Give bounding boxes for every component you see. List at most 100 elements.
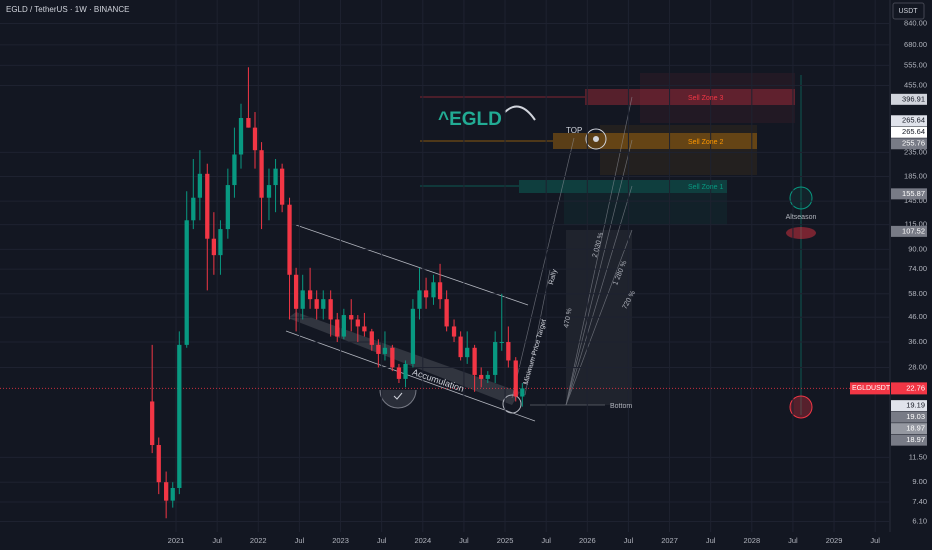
candle-body xyxy=(493,342,498,375)
sell-zone xyxy=(585,89,795,105)
candle-body xyxy=(335,319,340,337)
candle-body xyxy=(355,319,360,327)
zone-bg xyxy=(600,125,757,175)
candle-body xyxy=(252,127,258,151)
price-label-box xyxy=(891,434,927,446)
x-tick-label: 2024 xyxy=(414,536,431,545)
candle-body xyxy=(211,238,217,256)
fan xyxy=(511,96,633,406)
price-label-box xyxy=(891,93,927,105)
y-tick-label: 11.50 xyxy=(909,452,927,461)
candle-body xyxy=(369,331,374,345)
candle-body xyxy=(520,388,525,397)
price-label-box xyxy=(891,126,927,138)
sell-zone xyxy=(519,180,727,193)
y-tick-label: 28.00 xyxy=(908,362,927,371)
candle-body xyxy=(300,290,305,309)
zone-label: Sell Zone 2 xyxy=(688,139,724,146)
chart-title: EGLD / TetherUS · 1W · BINANCE xyxy=(6,5,129,14)
y-tick-label: 90.00 xyxy=(908,244,927,253)
x-tick-label: 2026 xyxy=(579,536,596,545)
candle-body xyxy=(246,117,251,128)
candle-body xyxy=(349,315,354,320)
candles xyxy=(150,67,525,519)
x-tick-label: Jul xyxy=(870,536,880,545)
last-price-box xyxy=(850,382,890,395)
candle-body xyxy=(437,282,443,300)
candle-body xyxy=(479,374,484,379)
alt-ellipse xyxy=(786,227,816,239)
x-tick-label: 2029 xyxy=(826,536,843,545)
y-tick-label: 6.10 xyxy=(912,517,927,526)
candle-body xyxy=(321,299,326,309)
price-label-box xyxy=(891,138,927,150)
candle-body xyxy=(382,347,388,354)
labels: 840.00 680.00 555.00 455.00 235.00 185.00 145.… xyxy=(168,19,927,545)
candle-body xyxy=(403,363,408,379)
candle-body xyxy=(376,344,381,354)
zone-bg xyxy=(564,193,727,225)
last-price-name: EGLDUSDT xyxy=(852,385,891,392)
candle-body xyxy=(472,347,477,375)
last-price-value: 22.76 xyxy=(906,383,925,392)
candle-body xyxy=(307,290,313,300)
sell-zone xyxy=(553,133,757,149)
rally-label: Rally xyxy=(548,268,559,285)
channel-top xyxy=(295,224,529,306)
y-tick-label: 680.00 xyxy=(904,40,927,49)
candle-body xyxy=(205,173,210,239)
price-label: 155.87 xyxy=(902,189,925,198)
candle-body xyxy=(191,197,196,221)
candle-body xyxy=(314,299,319,309)
x-tick-label: Jul xyxy=(295,536,305,545)
y-tick-label: 58.00 xyxy=(908,289,927,298)
zone-label: Sell Zone 1 xyxy=(688,184,724,191)
candle-body xyxy=(177,344,182,488)
candle-body xyxy=(164,482,169,501)
x-tick-label: Jul xyxy=(788,536,798,545)
top-label: TOP xyxy=(566,126,582,135)
curve-arrow xyxy=(504,105,536,121)
price-label: 396.91 xyxy=(902,94,925,103)
price-label-box xyxy=(891,225,927,237)
candle-body xyxy=(238,117,244,155)
candle-body xyxy=(431,282,436,298)
price-label: 18.97 xyxy=(906,435,925,444)
price-label-box xyxy=(891,115,927,127)
x-tick-label: 2027 xyxy=(661,536,678,545)
y-tick-label: 115.00 xyxy=(905,220,927,229)
low-circle xyxy=(789,395,813,419)
candle-body xyxy=(266,185,272,198)
x-tick-label: 2023 xyxy=(332,536,349,545)
candle-body xyxy=(499,342,504,344)
y-tick-label: 36.00 xyxy=(908,337,927,346)
price-label-box xyxy=(891,411,927,423)
price-label: 107.52 xyxy=(902,226,925,235)
candle-body xyxy=(341,315,346,337)
x-tick-label: 2021 xyxy=(168,536,185,545)
top-dot xyxy=(593,136,599,142)
y-tick-label: 185.00 xyxy=(904,171,927,180)
y-tick-label: 145.00 xyxy=(904,196,927,205)
candle-body xyxy=(390,347,395,368)
altseason-label: Altseason xyxy=(786,214,817,221)
last-price-box xyxy=(891,382,927,395)
candle-body xyxy=(225,185,230,230)
candle-body xyxy=(451,326,457,337)
candle-body xyxy=(156,445,161,483)
candle-body xyxy=(259,150,264,198)
candle-body xyxy=(513,360,518,397)
currency-box xyxy=(892,2,925,20)
bottom-label: Bottom xyxy=(610,403,632,410)
zone-label: Sell Zone 3 xyxy=(688,95,724,102)
zone-bg xyxy=(640,73,795,123)
y-tick-label: 555.00 xyxy=(904,60,927,69)
candle-body xyxy=(197,173,203,198)
ticker-annotation: ^EGLD xyxy=(438,109,502,130)
price-label: 255.76 xyxy=(902,139,925,148)
y-tick-label: 7.40 xyxy=(912,497,927,506)
x-tick-label: 2025 xyxy=(497,536,514,545)
candle-body xyxy=(184,220,189,345)
x-tick-label: Jul xyxy=(212,536,222,545)
